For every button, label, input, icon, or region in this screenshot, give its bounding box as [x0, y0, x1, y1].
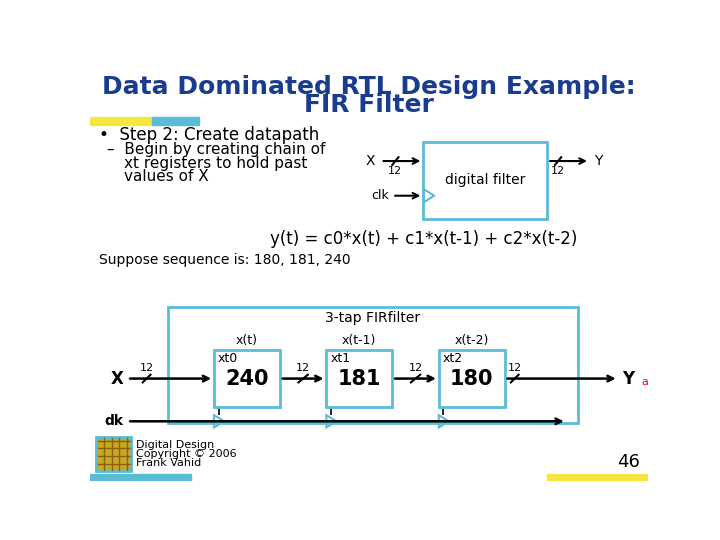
- Bar: [90, 117, 152, 125]
- Bar: [547, 475, 648, 481]
- Text: 12: 12: [508, 363, 522, 373]
- Bar: [90, 475, 191, 481]
- Text: clk: clk: [372, 189, 389, 202]
- Bar: [214, 350, 280, 408]
- Text: digital filter: digital filter: [445, 173, 526, 187]
- Text: 12: 12: [296, 363, 310, 373]
- Text: 180: 180: [450, 369, 493, 389]
- Text: –  Begin by creating chain of: – Begin by creating chain of: [107, 142, 325, 157]
- Bar: [423, 142, 547, 219]
- Bar: [326, 350, 392, 408]
- Text: 181: 181: [338, 369, 381, 389]
- Text: xt0: xt0: [218, 352, 238, 365]
- Text: Digital Design: Digital Design: [136, 440, 214, 450]
- Text: Data Dominated RTL Design Example:: Data Dominated RTL Design Example:: [102, 75, 636, 99]
- Text: 3-tap FIRfilter: 3-tap FIRfilter: [325, 311, 420, 325]
- Text: Copyright © 2006: Copyright © 2006: [136, 449, 236, 459]
- Text: y(t) = c0*x(t) + c1*x(t-1) + c2*x(t-2): y(t) = c0*x(t) + c1*x(t-1) + c2*x(t-2): [269, 231, 577, 248]
- Text: 12: 12: [551, 166, 565, 177]
- Text: X: X: [366, 154, 375, 168]
- Text: x(t-1): x(t-1): [342, 334, 377, 347]
- Bar: [96, 437, 131, 471]
- Bar: [152, 117, 199, 125]
- Text: xt registers to hold past: xt registers to hold past: [124, 156, 307, 171]
- Text: 46: 46: [617, 454, 640, 471]
- Text: 12: 12: [408, 363, 423, 373]
- Text: values of X: values of X: [124, 168, 209, 184]
- Text: 240: 240: [225, 369, 269, 389]
- Text: Y: Y: [622, 369, 634, 388]
- Text: xt1: xt1: [330, 352, 351, 365]
- Text: x(t): x(t): [236, 334, 258, 347]
- Text: dk: dk: [104, 414, 123, 428]
- Text: xt2: xt2: [443, 352, 463, 365]
- Text: Frank Vahid: Frank Vahid: [136, 458, 201, 468]
- Text: Y: Y: [594, 154, 602, 168]
- Text: •  Step 2: Create datapath: • Step 2: Create datapath: [99, 126, 320, 144]
- Bar: [96, 437, 131, 471]
- Text: 12: 12: [140, 363, 153, 373]
- Bar: [168, 307, 578, 423]
- Text: Suppose sequence is: 180, 181, 240: Suppose sequence is: 180, 181, 240: [99, 253, 351, 267]
- Text: x(t-2): x(t-2): [454, 334, 489, 347]
- Text: X: X: [110, 369, 123, 388]
- Bar: [438, 350, 505, 408]
- Text: a: a: [642, 377, 649, 387]
- Text: FIR Filter: FIR Filter: [304, 93, 434, 117]
- Text: 12: 12: [388, 166, 402, 177]
